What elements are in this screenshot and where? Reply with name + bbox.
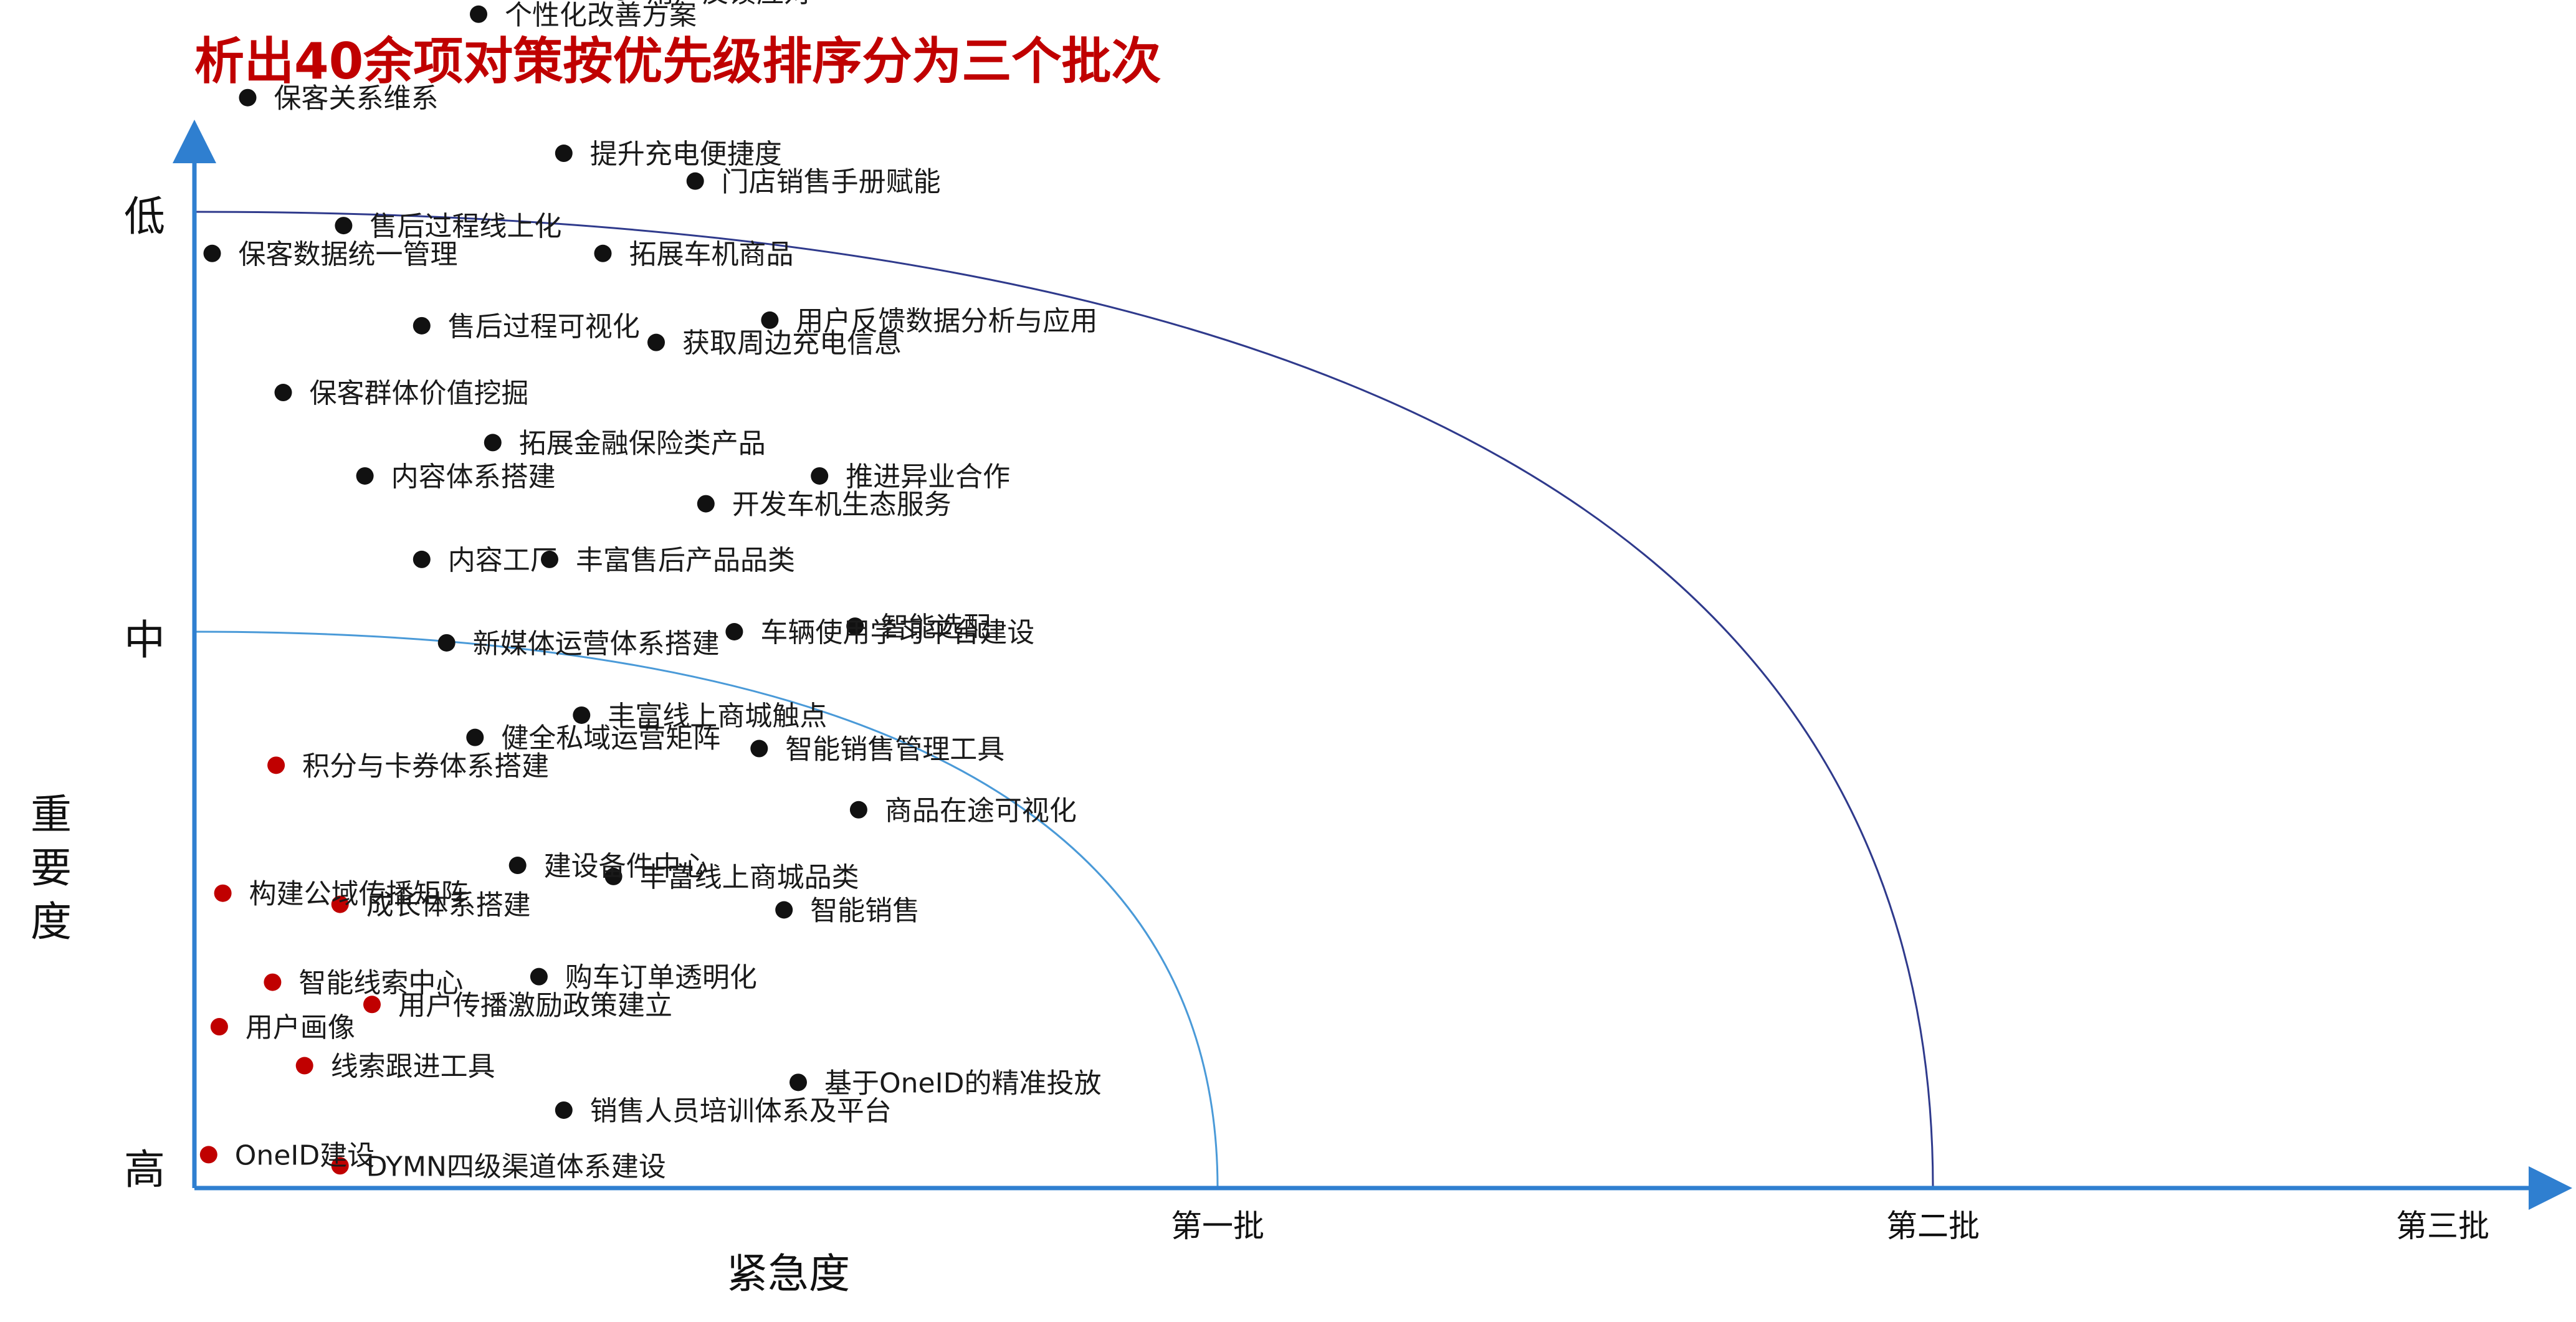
data-point — [750, 739, 768, 758]
data-point — [530, 968, 548, 986]
batch-2-boundary — [194, 211, 1934, 1189]
data-point-label: 售后过程线上化 — [370, 211, 561, 242]
data-point — [413, 316, 431, 335]
data-point — [849, 801, 867, 819]
data-point — [789, 1073, 807, 1091]
data-point-label: 丰富线上商城触点 — [608, 700, 827, 732]
data-point — [697, 495, 715, 513]
data-point-label: 用户传播激励政策建立 — [398, 989, 672, 1021]
data-point-label: 新媒体运营体系搭建 — [473, 628, 720, 660]
x-tick-label: 第三批 — [2396, 1208, 2489, 1244]
data-point — [686, 172, 704, 190]
data-point — [335, 217, 353, 235]
data-point-label: 积分与卡券体系搭建 — [302, 750, 549, 782]
data-point — [203, 244, 221, 262]
data-point — [846, 617, 864, 635]
data-point — [267, 756, 285, 774]
data-point-label: 智能选配 — [881, 611, 991, 643]
data-point — [264, 973, 282, 991]
data-point-label: 开发车机生态服务 — [732, 489, 952, 521]
data-point — [470, 5, 487, 23]
data-point-label: 成长体系搭建 — [366, 890, 531, 921]
data-point — [413, 550, 431, 568]
chart-title: 析出40余项对策按优先级排序分为三个批次 — [194, 32, 1162, 90]
data-point-label: 保客数据统一管理 — [239, 239, 458, 270]
data-point-label: 门店销售手册赋能 — [722, 166, 941, 198]
data-point-label: 健全私域运营矩阵 — [501, 723, 720, 754]
data-point-label: DYMN四级渠道体系建设 — [366, 1151, 666, 1182]
data-point-label: 提升充电便捷度 — [590, 138, 782, 170]
data-point-label: 拓展车机商品 — [629, 239, 794, 270]
data-point-label: 拓展金融保险类产品 — [519, 427, 766, 459]
data-point-label: 基于OneID的精准投放 — [824, 1067, 1101, 1099]
data-point-label: 构建公域传播矩阵 — [249, 878, 469, 910]
data-point — [604, 867, 623, 885]
data-point — [331, 1157, 349, 1175]
data-point — [239, 88, 257, 107]
data-point-label: 保客关系维系 — [274, 83, 439, 115]
data-point — [775, 901, 793, 919]
data-point-label: 个性化改善方案 — [505, 0, 697, 31]
y-tick-label: 高 — [124, 1146, 165, 1194]
data-point-label: 商品在途可视化 — [885, 795, 1077, 827]
data-point-label: 购车订单透明化 — [565, 962, 757, 994]
data-point — [811, 467, 829, 485]
data-point-label: 推进异业合作 — [846, 461, 1010, 493]
data-point — [214, 884, 232, 902]
data-point — [363, 996, 381, 1014]
data-point — [437, 634, 456, 652]
data-point-label: 智能销售管理工具 — [785, 734, 1004, 766]
data-point — [356, 467, 374, 485]
data-point — [725, 623, 743, 640]
data-point-label: 用户画像 — [246, 1012, 355, 1044]
y-tick-label: 中 — [124, 616, 165, 664]
y-axis-title: 重要度 — [31, 791, 72, 946]
data-point-label: 智能销售 — [810, 895, 920, 927]
y-tick-label: 低 — [124, 193, 165, 240]
data-point — [295, 1057, 313, 1075]
x-tick-label: 第一批 — [1171, 1208, 1264, 1244]
data-point-label: OneID建设 — [235, 1139, 374, 1171]
batch-1-boundary — [194, 630, 1219, 1189]
data-point-label: 用户反馈数据分析与应用 — [796, 305, 1097, 337]
data-point — [199, 1146, 217, 1164]
data-point-label: 线索跟进工具 — [331, 1051, 495, 1083]
data-point — [331, 895, 349, 913]
data-point-label: 车辆使用学习平台建设 — [760, 617, 1034, 649]
data-point — [647, 333, 665, 351]
data-point — [761, 311, 779, 329]
data-point-label: 丰富线上商城品类 — [640, 862, 859, 893]
data-point — [573, 706, 591, 724]
data-point-label: 智能线索中心 — [298, 968, 463, 999]
data-point-label: 保客群体价值挖掘 — [310, 378, 529, 409]
data-point — [274, 384, 292, 402]
data-point — [484, 434, 502, 452]
data-point-label: 建设备件中心 — [544, 850, 708, 882]
data-point — [555, 145, 573, 163]
data-point-label: 丰富售后产品品类 — [576, 544, 795, 576]
data-point-label: 销售人员培训体系及平台 — [590, 1095, 892, 1127]
data-point — [508, 857, 527, 875]
data-point-label: 售后过程可视化 — [448, 311, 640, 343]
data-point-label: 获取周边充电信息 — [682, 328, 902, 359]
data-point — [555, 1101, 573, 1119]
data-point-label: 用户反馈应对 — [647, 0, 811, 9]
x-axis-title: 紧急度 — [727, 1250, 850, 1298]
data-point — [617, 0, 624, 1]
x-tick-label: 第二批 — [1886, 1208, 1980, 1244]
data-point — [541, 550, 558, 568]
data-point — [210, 1018, 228, 1036]
data-point — [466, 728, 484, 746]
data-point — [594, 244, 612, 262]
data-point-label: 内容工厂 — [448, 544, 558, 576]
data-point-label: 内容体系搭建 — [391, 461, 556, 493]
